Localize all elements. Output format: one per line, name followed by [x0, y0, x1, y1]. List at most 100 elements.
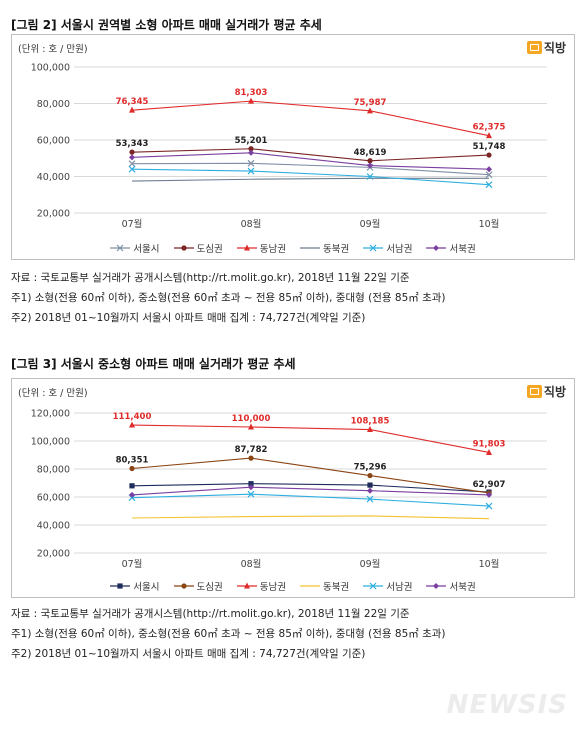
- series-2: 80,351 87,782 75,296 62,907: [116, 445, 506, 496]
- y-tick-label: 20,000: [37, 209, 70, 220]
- data-point: [248, 149, 254, 156]
- data-point: [486, 132, 492, 139]
- legend-marker: [180, 583, 187, 589]
- legend-label: 동남권: [259, 244, 286, 255]
- data-point: [247, 159, 255, 167]
- legend-item: 동북권: [300, 579, 349, 593]
- unit-label: (단위 : 호 / 만원): [18, 388, 88, 399]
- data-point: [366, 495, 374, 503]
- series-6: [129, 484, 492, 498]
- series-line: [131, 483, 490, 493]
- data-point: [129, 154, 135, 161]
- legend-item: 동남권: [236, 241, 286, 255]
- legend-swatch: [426, 245, 447, 251]
- legend-item: 서울시: [110, 241, 160, 255]
- series-5: [128, 490, 493, 510]
- legend-label: 서남권: [386, 582, 413, 593]
- legend-label: 서남권: [386, 244, 413, 255]
- legend-marker: [433, 245, 440, 251]
- y-tick-label: 80,000: [37, 465, 70, 476]
- data-point: [367, 472, 373, 479]
- legend-swatch: [363, 244, 384, 252]
- legend-label: 동남권: [259, 582, 286, 593]
- series-4: [131, 515, 490, 520]
- footnote-2: 주2) 2018년 01~10월까지 서울시 아파트 매매 집계 : 74,72…: [11, 312, 366, 324]
- legend-item: 서남권: [363, 241, 412, 255]
- legend-label: 도심권: [196, 582, 223, 593]
- legend-marker: [369, 244, 377, 252]
- series-1: [128, 159, 493, 179]
- data-point: [247, 167, 255, 175]
- legend-marker: [369, 582, 377, 590]
- legend-swatch: [300, 585, 320, 587]
- zigbang-logo: 직방: [526, 383, 566, 400]
- chart-legend: 서울시 도심권 동남권 동북권 서남권 서북권: [12, 241, 574, 255]
- legend-swatch: [173, 583, 194, 589]
- source-note: 자료 : 국토교통부 실거래가 공개시스템(http://rt.molit.go…: [11, 608, 410, 620]
- legend-swatch: [236, 582, 257, 589]
- data-label: 53,343: [116, 139, 149, 149]
- legend-swatch: [110, 244, 131, 252]
- legend-item: 동남권: [236, 579, 286, 593]
- chart-notes: 자료 : 국토교통부 실거래가 공개시스템(http://rt.molit.go…: [11, 604, 446, 664]
- data-label: 80,351: [116, 456, 149, 466]
- legend-label: 서울시: [133, 582, 160, 593]
- data-point: [248, 455, 254, 461]
- data-point: [367, 487, 373, 494]
- data-point: [367, 158, 373, 164]
- data-point: [129, 149, 135, 155]
- data-point: [486, 491, 492, 498]
- data-point: [129, 483, 135, 489]
- series-line: [131, 424, 490, 454]
- y-tick-label: 60,000: [37, 493, 70, 504]
- series-line: [131, 457, 490, 494]
- series-line: [131, 486, 490, 496]
- legend-label: 서북권: [449, 582, 476, 593]
- legend-swatch: [110, 583, 131, 589]
- legend-swatch: [426, 583, 447, 589]
- legend-label: 동북권: [323, 244, 350, 255]
- legend-marker: [117, 583, 123, 589]
- data-label: 62,907: [473, 480, 506, 490]
- y-tick-label: 60,000: [37, 136, 70, 147]
- line-chart: 20,000 40,000 60,000 80,000 100,000 07월 08월 09월…: [31, 63, 547, 230]
- zigbang-logo: 직방: [526, 39, 566, 56]
- data-point: [486, 152, 492, 158]
- chart-notes: 자료 : 국토교통부 실거래가 공개시스템(http://rt.molit.go…: [11, 268, 446, 328]
- legend-label: 동북권: [323, 582, 350, 593]
- source-note: 자료 : 국토교통부 실거래가 공개시스템(http://rt.molit.go…: [11, 272, 410, 284]
- data-point: [485, 171, 493, 179]
- y-tick-label: 120,000: [31, 409, 70, 420]
- legend-label: 서울시: [133, 244, 160, 255]
- legend-swatch: [363, 582, 384, 590]
- footnote-1: 주1) 소형(전용 60㎡ 이하), 중소형(전용 60㎡ 초과 ~ 전용 85…: [11, 292, 446, 304]
- data-label: 76,345: [116, 97, 149, 107]
- line-chart: 20,000 40,000 60,000 80,000 100,000 120,000 07…: [31, 409, 547, 570]
- legend-item: 서북권: [426, 579, 476, 593]
- legend-swatch: [236, 244, 257, 251]
- data-label: 75,987: [354, 98, 387, 108]
- series-line: [131, 100, 490, 137]
- data-point: [367, 107, 373, 114]
- y-tick-label: 40,000: [37, 521, 70, 532]
- data-point: [248, 97, 254, 104]
- data-point: [485, 502, 493, 510]
- data-point: [367, 426, 373, 433]
- series-line: [131, 152, 490, 170]
- x-tick-label: 09월: [360, 558, 381, 570]
- y-tick-label: 80,000: [37, 99, 70, 110]
- legend-item: 도심권: [173, 241, 223, 255]
- data-point: [486, 166, 492, 173]
- data-point: [129, 421, 135, 428]
- data-point: [129, 465, 135, 472]
- series-3: 111,400 110,000 108,185 91,803: [113, 412, 505, 455]
- series-6: [129, 149, 492, 173]
- y-tick-label: 100,000: [31, 63, 70, 74]
- series-line: [131, 168, 490, 186]
- data-point: [366, 173, 374, 180]
- data-label: 62,375: [473, 123, 506, 133]
- footnote-2: 주2) 2018년 01~10월까지 서울시 아파트 매매 집계 : 74,72…: [11, 648, 366, 660]
- legend-marker: [116, 244, 124, 252]
- chart-panel: (단위 : 호 / 만원) 직방 20,000 40,000 60,000 80,00…: [11, 378, 575, 598]
- data-label: 81,303: [235, 88, 268, 98]
